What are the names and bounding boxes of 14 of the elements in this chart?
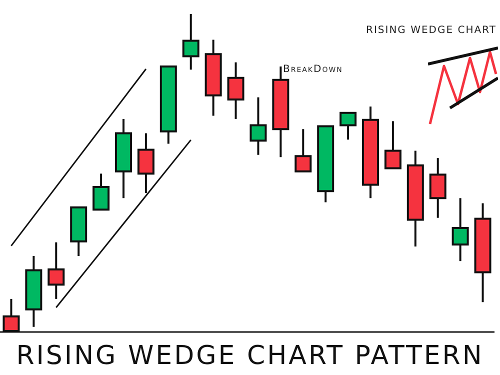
candlestick bbox=[227, 61, 244, 120]
candlestick bbox=[2, 298, 20, 333]
candlestick bbox=[340, 112, 357, 141]
candlestick bbox=[48, 241, 65, 300]
candlestick bbox=[182, 13, 200, 71]
candlestick bbox=[294, 128, 312, 172]
candlestick bbox=[384, 120, 402, 170]
annotation: RISING WEDGE CHART bbox=[366, 25, 496, 36]
candlestick bbox=[250, 96, 267, 156]
candlestick bbox=[92, 172, 110, 211]
annotation: BreakDown bbox=[283, 64, 343, 75]
candlestick bbox=[429, 157, 446, 219]
text: RISING WEDGE CHART PATTERN bbox=[15, 340, 485, 373]
candlestick bbox=[452, 197, 469, 262]
